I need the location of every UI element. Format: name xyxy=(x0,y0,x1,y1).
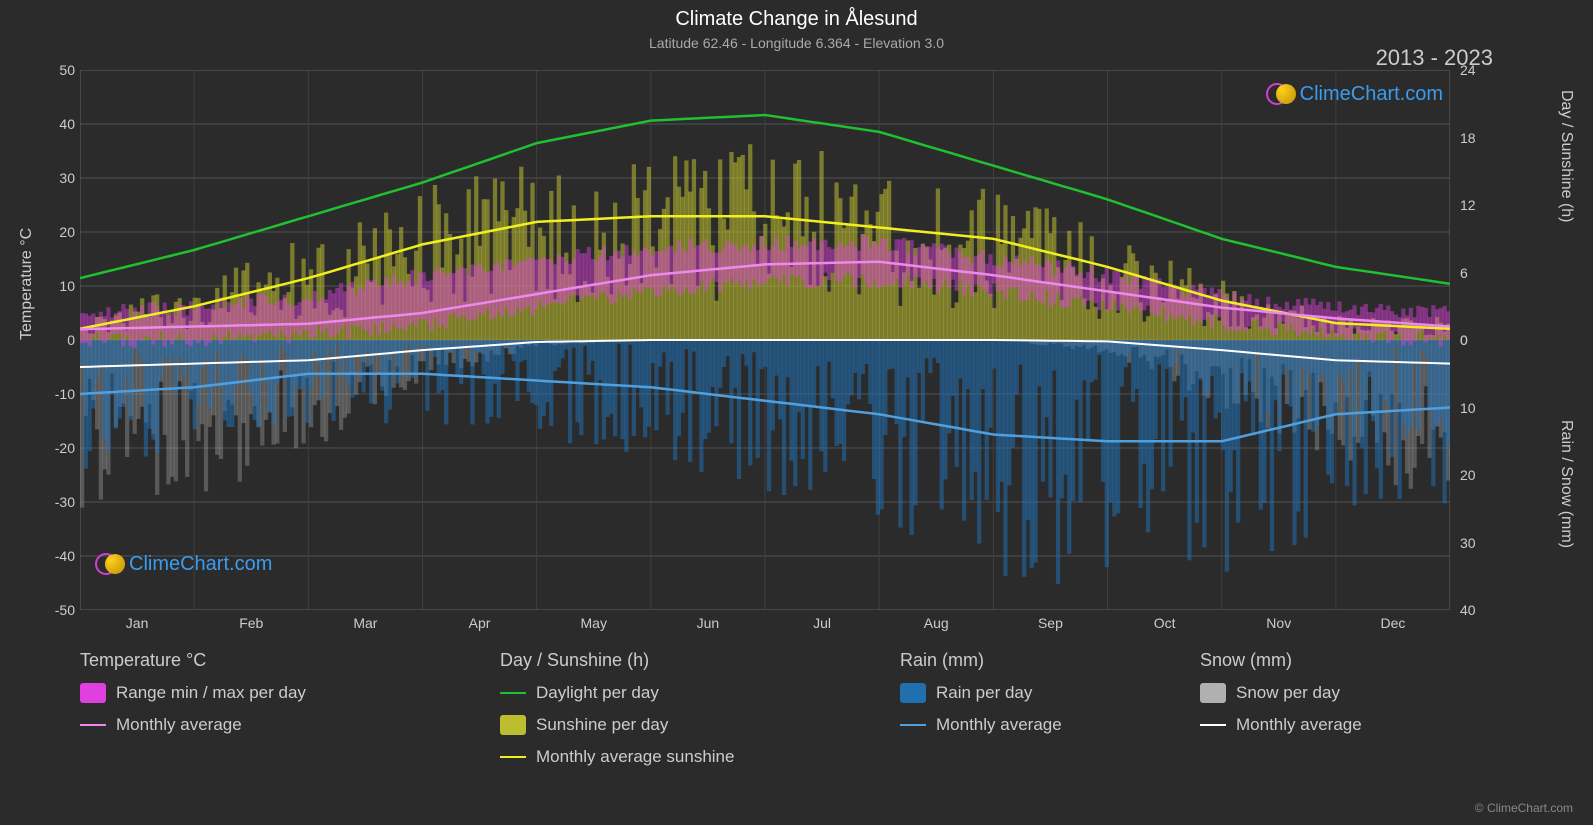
legend-header: Rain (mm) xyxy=(900,650,1200,671)
x-tick: Dec xyxy=(1380,615,1405,631)
legend-item: Snow per day xyxy=(1200,683,1460,703)
logo-text: ClimeChart.com xyxy=(1300,83,1443,106)
logo-watermark-top: ClimeChart.com xyxy=(1266,80,1443,108)
y-right-top-tick: 24 xyxy=(1460,62,1476,78)
y-right-bottom-tick: 40 xyxy=(1460,602,1476,618)
logo-text: ClimeChart.com xyxy=(129,553,272,576)
chart-subtitle: Latitude 62.46 - Longitude 6.364 - Eleva… xyxy=(0,31,1593,51)
x-tick: May xyxy=(581,615,607,631)
y-left-tick: -10 xyxy=(35,386,75,402)
legend-label: Rain per day xyxy=(936,683,1032,703)
y-right-bottom-tick: 20 xyxy=(1460,467,1476,483)
legend-item: Monthly average xyxy=(900,715,1200,735)
legend-swatch xyxy=(80,683,106,703)
climechart-icon xyxy=(95,550,123,578)
legend-header: Temperature °C xyxy=(80,650,500,671)
y-left-tick: 20 xyxy=(35,224,75,240)
legend-group: Snow (mm) Snow per day Monthly average xyxy=(1200,650,1460,767)
legend-swatch xyxy=(1200,683,1226,703)
y-right-bottom-tick: 10 xyxy=(1460,400,1476,416)
x-tick: Oct xyxy=(1154,615,1176,631)
legend-item: Monthly average xyxy=(80,715,500,735)
y-left-tick: 30 xyxy=(35,170,75,186)
legend-item: Monthly average sunshine xyxy=(500,747,900,767)
x-tick: Aug xyxy=(924,615,949,631)
legend-item: Sunshine per day xyxy=(500,715,900,735)
legend-label: Range min / max per day xyxy=(116,683,306,703)
y-right-bottom-tick: 30 xyxy=(1460,535,1476,551)
legend: Temperature °C Range min / max per day Mon… xyxy=(80,650,1480,767)
climate-chart: Climate Change in Ålesund Latitude 62.46… xyxy=(0,0,1593,825)
legend-label: Daylight per day xyxy=(536,683,659,703)
legend-swatch xyxy=(500,692,526,694)
logo-watermark-bottom: ClimeChart.com xyxy=(95,550,272,578)
y-left-tick: 10 xyxy=(35,278,75,294)
y-axis-left-label: Temperature °C xyxy=(18,228,36,340)
legend-group: Temperature °C Range min / max per day Mon… xyxy=(80,650,500,767)
legend-group: Rain (mm) Rain per day Monthly average xyxy=(900,650,1200,767)
y-axis-right-bottom-label: Rain / Snow (mm) xyxy=(1557,420,1575,548)
x-tick: Jul xyxy=(813,615,831,631)
legend-swatch xyxy=(500,715,526,735)
legend-label: Monthly average xyxy=(116,715,242,735)
legend-label: Monthly average sunshine xyxy=(536,747,734,767)
legend-header: Day / Sunshine (h) xyxy=(500,650,900,671)
legend-swatch xyxy=(500,756,526,758)
y-right-top-tick: 18 xyxy=(1460,130,1476,146)
plot-area xyxy=(80,70,1450,610)
legend-label: Monthly average xyxy=(936,715,1062,735)
legend-item: Range min / max per day xyxy=(80,683,500,703)
y-right-top-tick: 12 xyxy=(1460,197,1476,213)
legend-label: Sunshine per day xyxy=(536,715,668,735)
legend-item: Rain per day xyxy=(900,683,1200,703)
y-right-top-tick: 6 xyxy=(1460,265,1468,281)
x-tick: Jan xyxy=(126,615,149,631)
y-right-bottom-tick: 0 xyxy=(1460,332,1468,348)
legend-header: Snow (mm) xyxy=(1200,650,1460,671)
legend-label: Monthly average xyxy=(1236,715,1362,735)
y-left-tick: -30 xyxy=(35,494,75,510)
legend-swatch xyxy=(900,683,926,703)
legend-item: Daylight per day xyxy=(500,683,900,703)
y-axis-right-top-label: Day / Sunshine (h) xyxy=(1557,90,1575,223)
legend-swatch xyxy=(900,724,926,726)
climechart-icon xyxy=(1266,80,1294,108)
legend-item: Monthly average xyxy=(1200,715,1460,735)
x-tick: Feb xyxy=(239,615,263,631)
y-left-tick: -40 xyxy=(35,548,75,564)
legend-swatch xyxy=(80,724,106,726)
x-tick: Mar xyxy=(353,615,377,631)
x-tick: Nov xyxy=(1266,615,1291,631)
legend-group: Day / Sunshine (h) Daylight per day Sunshi… xyxy=(500,650,900,767)
x-tick: Jun xyxy=(697,615,720,631)
y-left-tick: -20 xyxy=(35,440,75,456)
y-left-tick: 50 xyxy=(35,62,75,78)
y-left-tick: 0 xyxy=(35,332,75,348)
y-left-tick: -50 xyxy=(35,602,75,618)
legend-swatch xyxy=(1200,724,1226,726)
plot-svg xyxy=(80,70,1450,610)
x-tick: Apr xyxy=(469,615,491,631)
legend-label: Snow per day xyxy=(1236,683,1340,703)
y-left-tick: 40 xyxy=(35,116,75,132)
copyright: © ClimeChart.com xyxy=(1475,801,1573,815)
chart-title: Climate Change in Ålesund xyxy=(0,0,1593,31)
x-tick: Sep xyxy=(1038,615,1063,631)
